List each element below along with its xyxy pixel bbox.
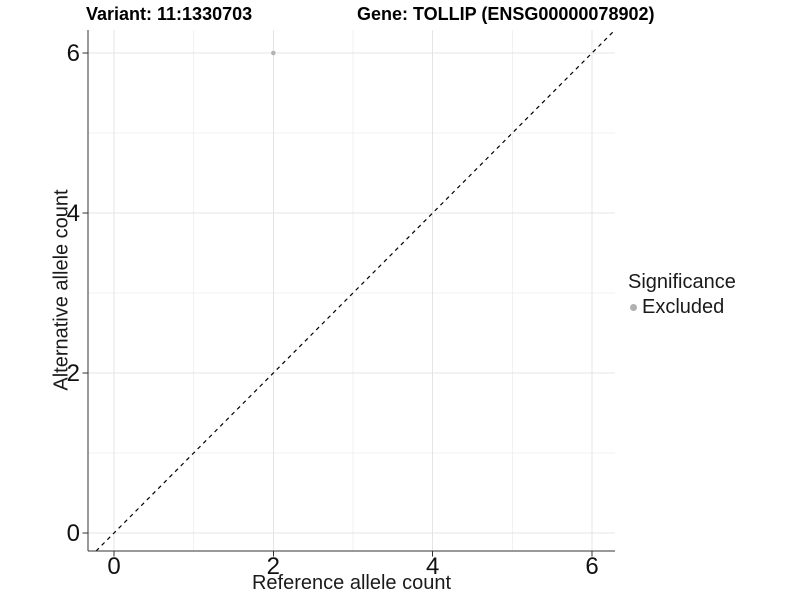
- y-axis-title: Alternative allele count: [50, 189, 73, 391]
- x-tick-label: 0: [107, 553, 120, 580]
- y-tick-label: 0: [67, 520, 80, 547]
- legend-item-excluded: Excluded: [628, 295, 736, 319]
- data-point: [271, 50, 276, 56]
- excluded-point-icon: [630, 303, 637, 311]
- x-tick-label: 4: [426, 553, 439, 580]
- y-tick-label: 6: [67, 40, 80, 67]
- x-tick-label: 2: [267, 553, 280, 580]
- legend: Significance Excluded: [628, 270, 736, 319]
- y-tick-label: 4: [67, 200, 80, 227]
- x-axis-title: Reference allele count: [251, 572, 451, 594]
- y-tick-label: 2: [67, 360, 80, 387]
- legend-item-label: Excluded: [642, 296, 725, 318]
- plot-title-gene: Gene: TOLLIP (ENSG00000078902): [357, 4, 655, 24]
- legend-title: Significance: [628, 271, 736, 293]
- x-tick-label: 6: [585, 553, 598, 580]
- identity-reference-line: [95, 29, 616, 552]
- plot-title-variant: Variant: 11:1330703: [86, 4, 253, 24]
